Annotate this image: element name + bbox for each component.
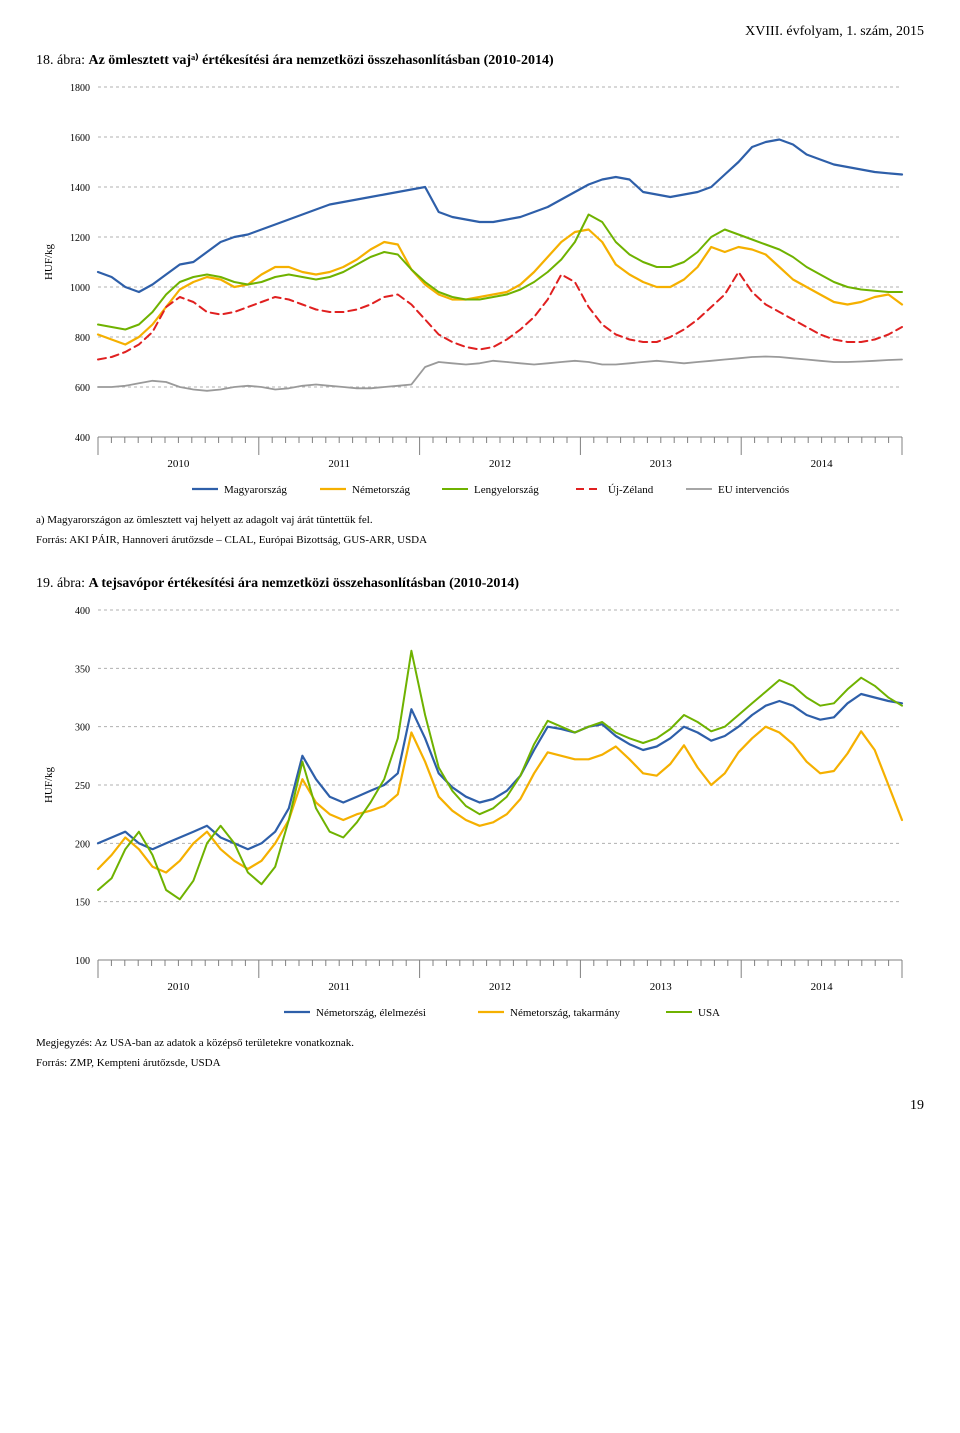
svg-text:HUF/kg: HUF/kg [43,766,55,803]
svg-text:400: 400 [75,433,90,444]
chart2: 19. ábra: A tejsavópor értékesítési ára … [36,576,924,1071]
svg-text:2011: 2011 [328,981,350,993]
svg-text:350: 350 [75,664,90,675]
svg-text:2014: 2014 [811,458,834,470]
chart2-title: 19. ábra: A tejsavópor értékesítési ára … [36,576,924,592]
svg-text:250: 250 [75,781,90,792]
svg-text:EU intervenciós: EU intervenciós [718,484,789,496]
svg-text:2010: 2010 [167,981,190,993]
svg-text:USA: USA [698,1007,720,1019]
page-number: 19 [36,1098,924,1114]
chart1-svg: 400 600 800 1000 1200 1400 1600 1800 2010 2011 201… [36,77,916,507]
svg-text:Lengyelország: Lengyelország [474,484,539,496]
svg-text:Új-Zéland: Új-Zéland [608,484,654,496]
svg-text:Németország, takarmány: Németország, takarmány [510,1007,620,1019]
svg-text:2010: 2010 [167,458,190,470]
svg-text:Németország: Németország [352,484,411,496]
svg-text:2011: 2011 [328,458,350,470]
svg-text:1600: 1600 [70,133,90,144]
svg-text:HUF/kg: HUF/kg [43,243,55,280]
svg-text:Németország, élelmezési: Németország, élelmezési [316,1007,426,1019]
svg-text:2014: 2014 [811,981,834,993]
chart1-footnote-a: a) Magyarországon az ömlesztett vaj hely… [36,513,924,527]
chart2-footnote-src: Forrás: ZMP, Kempteni árutőzsde, USDA [36,1056,924,1070]
chart1-title-bold: Az ömlesztett vajᵃ⁾ értékesítési ára nem… [88,53,553,68]
svg-text:600: 600 [75,383,90,394]
svg-text:100: 100 [75,956,90,967]
svg-text:800: 800 [75,333,90,344]
svg-text:2013: 2013 [650,458,673,470]
chart2-title-prefix: 19. ábra: [36,576,88,591]
chart2-title-bold: A tejsavópor értékesítési ára nemzetközi… [88,576,519,591]
svg-text:2012: 2012 [489,458,511,470]
svg-text:400: 400 [75,606,90,617]
page-header-right: XVIII. évfolyam, 1. szám, 2015 [36,24,924,40]
svg-text:1000: 1000 [70,283,90,294]
svg-text:1400: 1400 [70,183,90,194]
svg-text:2013: 2013 [650,981,673,993]
chart1-title-prefix: 18. ábra: [36,53,88,68]
chart1-title: 18. ábra: Az ömlesztett vajᵃ⁾ értékesíté… [36,52,924,69]
chart2-footnote-note: Megjegyzés: Az USA-ban az adatok a közép… [36,1036,924,1050]
chart1: 18. ábra: Az ömlesztett vajᵃ⁾ értékesíté… [36,52,924,548]
svg-text:1800: 1800 [70,83,90,94]
svg-text:200: 200 [75,839,90,850]
svg-text:1200: 1200 [70,233,90,244]
chart1-footnote-src: Forrás: AKI PÁIR, Hannoveri árutőzsde – … [36,533,924,547]
svg-text:150: 150 [75,897,90,908]
svg-text:2012: 2012 [489,981,511,993]
svg-text:300: 300 [75,722,90,733]
svg-text:Magyarország: Magyarország [224,484,287,496]
chart2-svg: 100 150 200 250 300 350 400 2010 2011 2012 2013 201… [36,600,916,1030]
